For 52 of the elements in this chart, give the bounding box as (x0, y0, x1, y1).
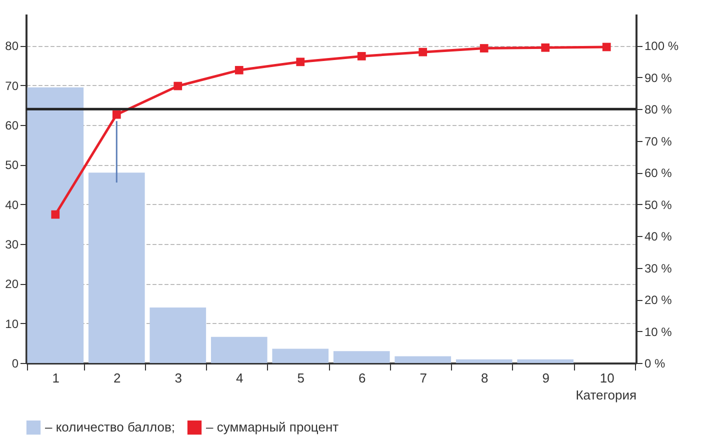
point (296, 58, 305, 66)
x-tick-label: 5 (297, 370, 304, 386)
y2-tick-label: 60 % (644, 166, 672, 180)
bar (210, 336, 268, 363)
bar (394, 356, 452, 363)
point (51, 210, 60, 219)
x-axis-title: Категория (576, 388, 636, 402)
y2-tick-label: 10 % (644, 324, 672, 339)
y2-tick-label: 80 % (644, 102, 672, 117)
x-tick-label: 6 (358, 370, 366, 386)
bar (272, 348, 329, 363)
bar (88, 172, 145, 363)
x-tick-label: 7 (420, 370, 427, 386)
point (480, 44, 488, 52)
x-tick-label: 2 (114, 370, 121, 386)
legend-label: – количество баллов; (45, 420, 175, 435)
point (602, 42, 611, 52)
y2-tick-label: 50 % (644, 198, 672, 212)
y2-tick-label: 30 % (644, 261, 672, 276)
y-tick-label: 70 (5, 78, 19, 93)
y-tick-label: 0 (12, 356, 19, 370)
bar (27, 87, 84, 363)
y2-tick-label: 0 % (644, 356, 666, 370)
bar (150, 307, 206, 363)
y-tick-label: 80 (5, 39, 19, 54)
point (112, 110, 121, 119)
bar (333, 351, 390, 363)
x-tick-label: 3 (174, 370, 182, 386)
y2-tick-label: 40 % (644, 230, 672, 244)
y2-tick-label: 70 % (644, 134, 672, 148)
x-tick-label: 4 (236, 370, 244, 386)
y2-tick-label: 100 % (644, 39, 679, 54)
y-tick-label: 20 (5, 277, 19, 292)
point (234, 66, 244, 74)
point (174, 82, 182, 90)
x-tick-label: 10 (600, 370, 614, 386)
y-tick-label: 40 (5, 198, 19, 212)
y-tick-label: 60 (5, 118, 19, 133)
y-tick-label: 10 (5, 316, 19, 331)
point (357, 52, 366, 60)
bar (456, 359, 512, 363)
legend-label: – суммарный процент (206, 420, 339, 435)
x-tick-label: 1 (52, 370, 60, 386)
bar (517, 359, 574, 363)
point (541, 43, 550, 52)
y2-tick-label: 90 % (644, 70, 672, 85)
y2-tick-label: 20 % (644, 293, 672, 308)
x-tick-label: 9 (542, 370, 550, 386)
point (418, 48, 428, 56)
y-tick-label: 50 (5, 158, 19, 172)
x-tick-label: 8 (480, 370, 488, 386)
y-tick-label: 30 (5, 238, 19, 252)
